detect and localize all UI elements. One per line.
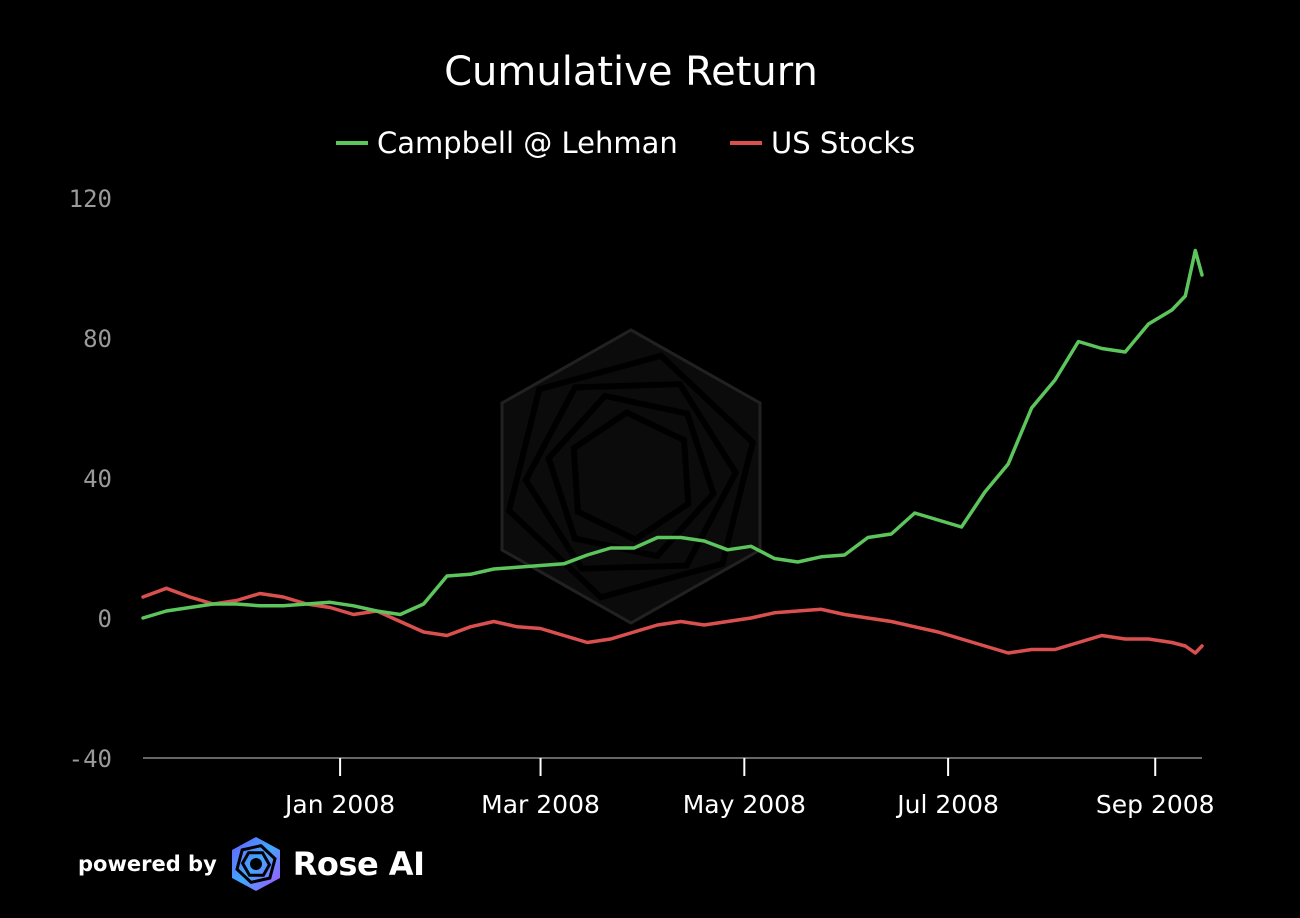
y-tick-label: 0 <box>98 605 112 633</box>
watermark-logo-icon <box>500 328 762 625</box>
chart-title: Cumulative Return <box>444 49 818 95</box>
legend-item-campbell[interactable]: Campbell @ Lehman <box>336 126 678 160</box>
x-axis: Jan 2008 Mar 2008 May 2008 Jul 2008 Sep … <box>283 758 1215 819</box>
y-tick-label: 120 <box>69 185 112 213</box>
x-tick-label: May 2008 <box>683 790 806 819</box>
y-axis: 120 80 40 0 -40 <box>69 185 112 773</box>
x-tick-label: Mar 2008 <box>481 790 600 819</box>
legend-item-us-stocks[interactable]: US Stocks <box>730 126 915 160</box>
series-line-us-stocks <box>141 586 1204 655</box>
legend: Campbell @ Lehman US Stocks <box>336 126 915 160</box>
legend-label-campbell: Campbell @ Lehman <box>377 126 678 160</box>
legend-label-us-stocks: US Stocks <box>771 126 915 160</box>
series-line-campbell <box>141 248 1204 620</box>
x-tick-label: Sep 2008 <box>1096 790 1215 819</box>
x-tick-label: Jul 2008 <box>895 790 999 819</box>
y-tick-label: 40 <box>83 465 112 493</box>
rose-ai-logo-icon <box>231 837 280 891</box>
y-tick-label: 80 <box>83 325 112 353</box>
powered-by-label: powered by <box>78 852 217 876</box>
branding: powered by Rose AI <box>78 834 425 894</box>
brand-name: Rose AI <box>292 845 425 883</box>
x-tick-label: Jan 2008 <box>283 790 395 819</box>
y-tick-label: -40 <box>69 745 112 773</box>
